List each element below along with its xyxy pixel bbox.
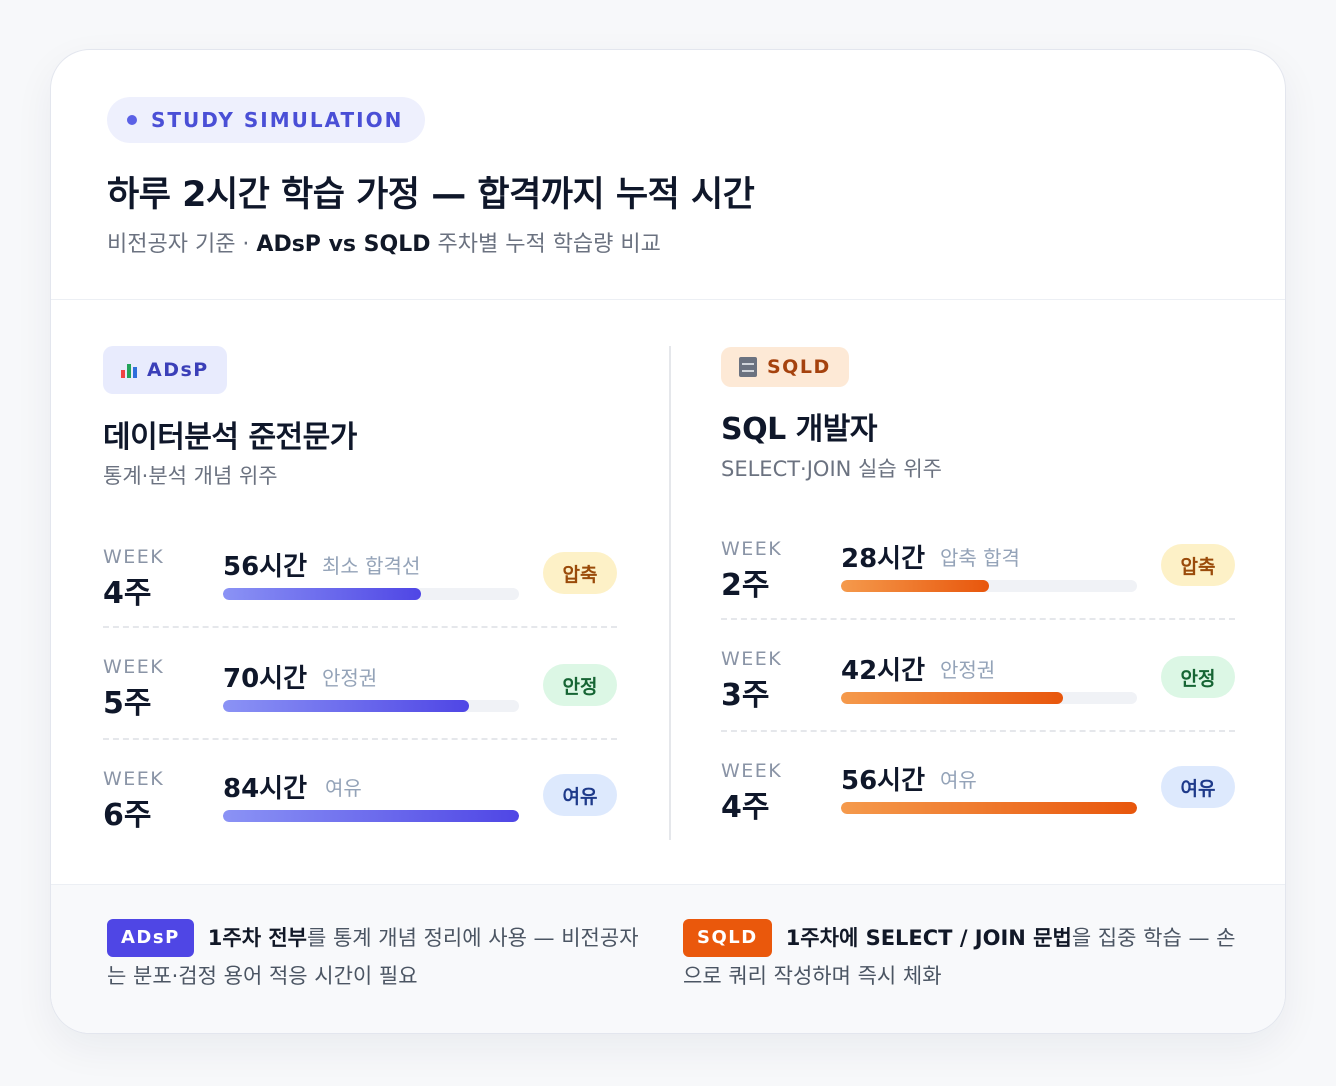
progress-track (223, 700, 519, 712)
hours-value: 42시간 (841, 656, 926, 686)
adsp-subtitle: 통계·분석 개념 위주 (103, 464, 278, 488)
sqld-row-week4: WEEK 4주 56시간 여유 여유 (721, 732, 1235, 844)
adsp-note-tag: ADsP (107, 919, 194, 957)
week-label: WEEK (103, 768, 165, 790)
hours-note: 여유 (325, 776, 362, 800)
file-cabinet-icon (739, 357, 757, 377)
subtitle-bold: ADsP vs SQLD (256, 232, 431, 257)
adsp-row-week5: WEEK 5주 70시간 안정권 안정 (103, 628, 617, 740)
progress-fill (223, 588, 422, 600)
status-badge: 압축 (1161, 544, 1235, 586)
progress-track (841, 692, 1137, 704)
progress-fill (841, 692, 1063, 704)
week-value: 2주 (721, 568, 770, 603)
adsp-note-bold: 1주차 전부 (207, 926, 307, 950)
sqld-row-week3: WEEK 3주 42시간 안정권 안정 (721, 620, 1235, 732)
status-badge: 압축 (543, 552, 617, 594)
subtitle-prefix: 비전공자 기준 · (107, 232, 257, 257)
subtitle-suffix: 주차별 누적 학습량 비교 (430, 232, 661, 257)
page-subtitle: 비전공자 기준 · ADsP vs SQLD 주차별 누적 학습량 비교 (107, 226, 661, 258)
simulation-card: STUDY SIMULATION 하루 2시간 학습 가정 — 합격까지 누적 … (50, 49, 1286, 1034)
hours-note: 안정권 (940, 658, 996, 682)
card-footer: ADsP 1주차 전부를 통계 개념 정리에 사용 — 비전공자는 분포·검정 용… (51, 884, 1285, 1033)
progress-fill (841, 802, 1137, 814)
progress-track (223, 588, 519, 600)
sqld-note: SQLD 1주차에 SELECT / JOIN 문법을 집중 학습 — 손으로 쿼… (683, 919, 1243, 995)
week-value: 3주 (721, 678, 770, 713)
hours-note: 압축 합격 (940, 546, 1020, 570)
hours-value: 56시간 (841, 766, 926, 796)
hours-note: 여유 (940, 768, 977, 792)
hours-note: 최소 합격선 (322, 554, 421, 578)
card-header: STUDY SIMULATION 하루 2시간 학습 가정 — 합격까지 누적 … (51, 50, 1285, 300)
adsp-badge: ADsP (103, 346, 227, 394)
progress-fill (223, 810, 519, 822)
progress-fill (223, 700, 469, 712)
adsp-badge-label: ADsP (147, 359, 209, 381)
week-value: 4주 (103, 576, 152, 611)
adsp-row-week4: WEEK 4주 56시간 최소 합격선 압축 (103, 516, 617, 628)
sqld-subtitle: SELECT·JOIN 실습 위주 (721, 457, 942, 481)
bar-chart-icon (121, 362, 137, 378)
week-label: WEEK (721, 648, 783, 670)
adsp-note: ADsP 1주차 전부를 통계 개념 정리에 사용 — 비전공자는 분포·검정 용… (107, 919, 647, 995)
hours-value: 84시간 (223, 774, 308, 804)
week-value: 5주 (103, 686, 152, 721)
week-label: WEEK (103, 546, 165, 568)
week-value: 6주 (103, 798, 152, 833)
status-badge: 여유 (543, 774, 617, 816)
adsp-note-text: 를 통계 개념 정리에 사용 — 비전공자는 분포·검정 용어 적응 시간이 필… (107, 926, 639, 988)
status-badge: 안정 (1161, 656, 1235, 698)
week-label: WEEK (103, 656, 165, 678)
adsp-title: 데이터분석 준전문가 (103, 420, 357, 455)
sqld-badge-label: SQLD (767, 356, 831, 378)
progress-fill (841, 580, 989, 592)
sqld-title: SQL 개발자 (721, 412, 877, 447)
sqld-badge: SQLD (721, 347, 849, 387)
section-pill-label: STUDY SIMULATION (151, 108, 404, 132)
progress-track (223, 810, 519, 822)
week-value: 4주 (721, 790, 770, 825)
progress-track (841, 802, 1137, 814)
sqld-note-tag: SQLD (683, 919, 772, 957)
week-label: WEEK (721, 760, 783, 782)
hours-note: 안정권 (322, 666, 378, 690)
progress-track (841, 580, 1137, 592)
sqld-note-text: 을 집중 학습 — 손으로 쿼리 작성하며 즉시 체화 (683, 926, 1236, 988)
hours-value: 56시간 (223, 552, 308, 582)
section-pill: STUDY SIMULATION (107, 97, 426, 143)
sqld-column: SQLD SQL 개발자 SELECT·JOIN 실습 위주 WEEK 2주 2… (721, 50, 1235, 1033)
adsp-column: ADsP 데이터분석 준전문가 통계·분석 개념 위주 WEEK 4주 56시간… (103, 50, 617, 1033)
hours-value: 28시간 (841, 544, 926, 574)
status-badge: 여유 (1161, 766, 1235, 808)
page-title: 하루 2시간 학습 가정 — 합격까지 누적 시간 (107, 175, 755, 215)
adsp-row-week6: WEEK 6주 84시간 여유 여유 (103, 740, 617, 852)
sqld-note-bold: 1주차에 SELECT / JOIN 문법 (785, 926, 1072, 950)
week-label: WEEK (721, 538, 783, 560)
hours-value: 70시간 (223, 664, 308, 694)
dot-icon (127, 115, 137, 125)
column-divider (669, 346, 671, 840)
sqld-row-week2: WEEK 2주 28시간 압축 합격 압축 (721, 508, 1235, 620)
status-badge: 안정 (543, 664, 617, 706)
